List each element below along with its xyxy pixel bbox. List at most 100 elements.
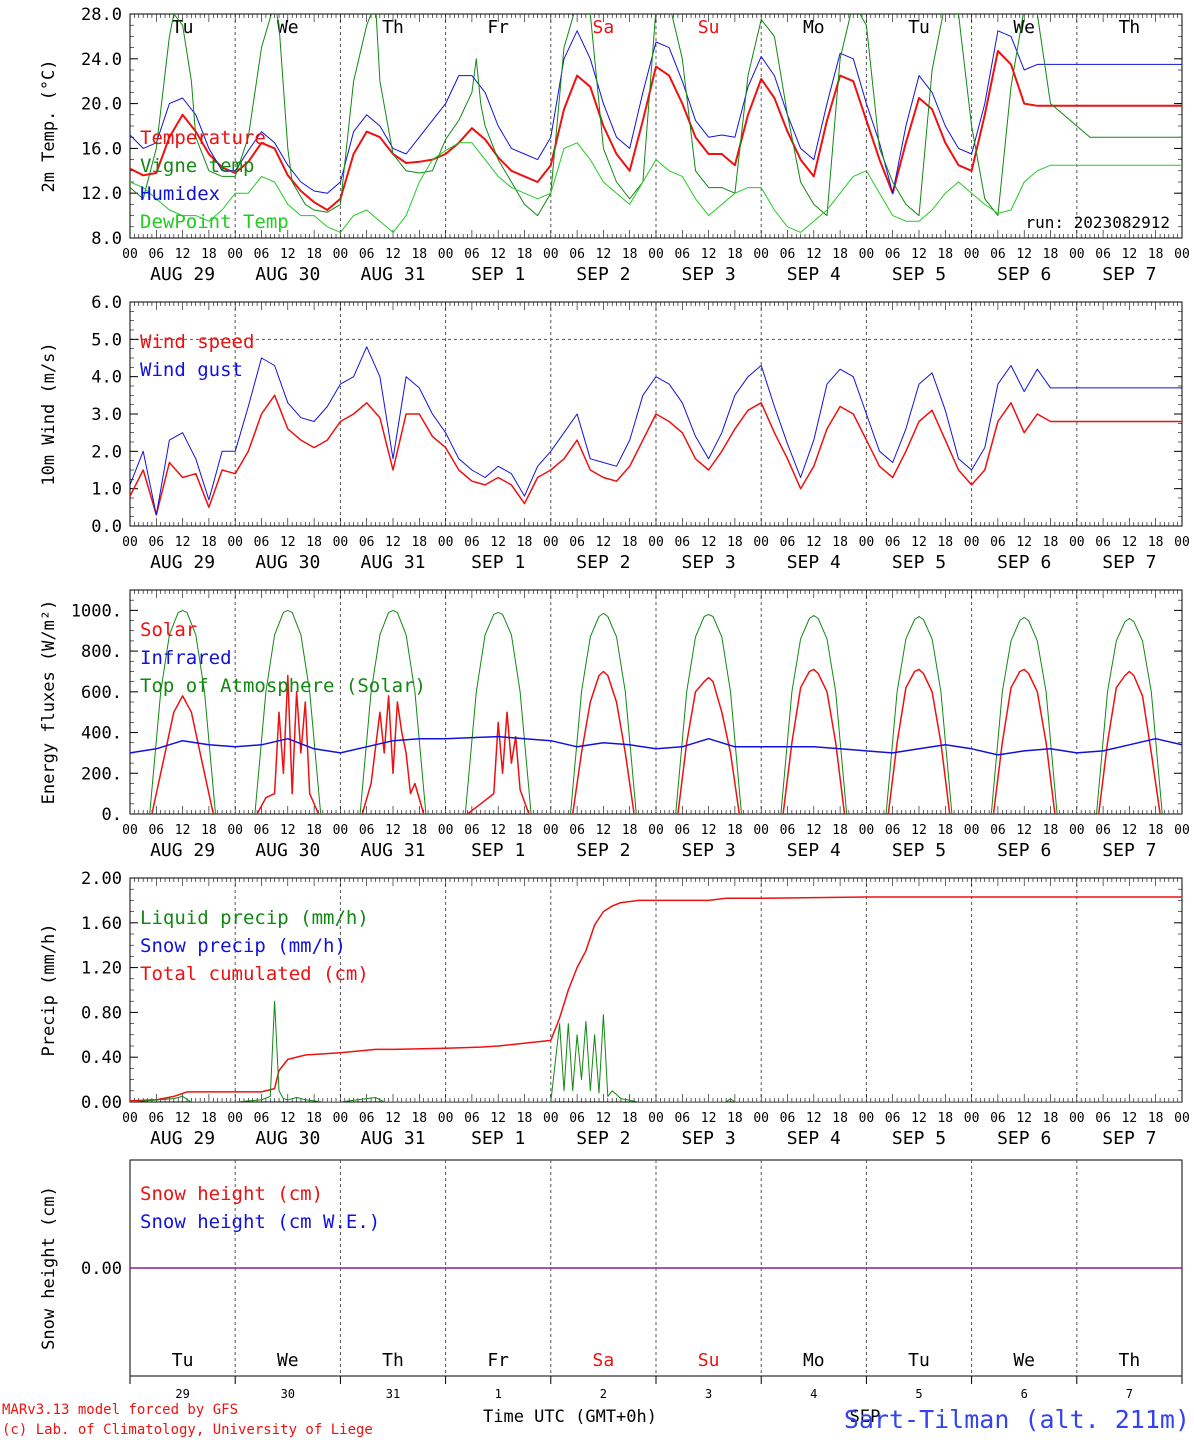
- x-hour-tick-label: 18: [411, 823, 427, 838]
- series-liquid-precip-mm-h-: [130, 1000, 1182, 1102]
- x-date-label: SEP 4: [787, 840, 841, 861]
- day-number-label: 3: [705, 1387, 712, 1401]
- x-hour-tick-label: 18: [937, 247, 953, 262]
- x-hour-tick-label: 12: [490, 247, 506, 262]
- x-hour-tick-label: 12: [806, 247, 822, 262]
- x-hour-tick-label: 18: [937, 1111, 953, 1126]
- x-hour-tick-label: 06: [1095, 823, 1111, 838]
- x-hour-tick-label: 12: [701, 247, 717, 262]
- x-hour-tick-label: 00: [438, 823, 454, 838]
- x-date-label: AUG 30: [255, 840, 320, 861]
- x-hour-tick-label: 18: [1148, 823, 1164, 838]
- x-date-label: SEP 6: [997, 552, 1051, 573]
- legend-entry: Snow height (cm W.E.): [140, 1211, 380, 1233]
- x-date-label: SEP 5: [892, 1128, 946, 1149]
- x-hour-tick-label: 18: [306, 535, 322, 550]
- day-number-label: 29: [175, 1387, 189, 1401]
- x-hour-tick-label: 06: [885, 823, 901, 838]
- x-date-label: SEP 3: [682, 840, 736, 861]
- panels-layer: 8.012.016.020.024.028.02m Temp. (°C)00 06…: [39, 5, 1190, 1401]
- legend-entry: DewPoint Temp: [140, 211, 289, 233]
- weekday-label: Mo: [803, 1350, 825, 1371]
- x-hour-tick-label: 12: [806, 1111, 822, 1126]
- y-tick-label: 2.0: [91, 442, 122, 462]
- x-hour-tick-label: 12: [175, 535, 191, 550]
- x-date-label: SEP 7: [1102, 840, 1156, 861]
- x-date-label: SEP 5: [892, 840, 946, 861]
- weekday-label: Th: [382, 17, 404, 38]
- x-hour-tick-label: 00: [438, 247, 454, 262]
- x-date-label: SEP 2: [576, 264, 630, 285]
- x-hour-tick-label: 06: [148, 823, 164, 838]
- legend-entry: Snow height (cm): [140, 1183, 323, 1205]
- x-hour-tick-label: 00: [543, 247, 559, 262]
- x-hour-tick-label: 06: [569, 1111, 585, 1126]
- x-hour-tick-label: 18: [832, 535, 848, 550]
- x-date-label: AUG 30: [255, 264, 320, 285]
- x-hour-tick-label: 18: [306, 247, 322, 262]
- legend-entry: Infrared: [140, 647, 232, 669]
- x-hour-tick-label: 00: [859, 1111, 875, 1126]
- x-hour-tick-label: 00: [1069, 823, 1085, 838]
- footer: MARv3.13 model forced by GFS (c) Lab. of…: [2, 1402, 1190, 1438]
- x-hour-tick-label: 06: [674, 1111, 690, 1126]
- x-hour-tick-label: 12: [280, 535, 296, 550]
- day-number-label: 7: [1126, 1387, 1133, 1401]
- weekday-label: Tu: [172, 1350, 194, 1371]
- x-date-label: SEP 1: [471, 1128, 525, 1149]
- legend-entry: Wind gust: [140, 359, 243, 381]
- x-hour-tick-label: 06: [780, 535, 796, 550]
- series-top-of-atmosphere-solar-: [130, 609, 1182, 814]
- x-hour-tick-label: 18: [517, 1111, 533, 1126]
- x-hour-tick-label: 06: [359, 823, 375, 838]
- x-hour-tick-label: 00: [648, 247, 664, 262]
- x-date-label: AUG 29: [150, 840, 215, 861]
- weekday-label: Mo: [803, 17, 825, 38]
- x-hour-tick-label: 12: [1016, 1111, 1032, 1126]
- x-date-label: AUG 31: [360, 552, 425, 573]
- x-hour-tick-label: 00: [122, 535, 138, 550]
- x-date-label: SEP 7: [1102, 1128, 1156, 1149]
- series-wind-gust: [130, 346, 1182, 516]
- x-hour-tick-label: 18: [1148, 247, 1164, 262]
- y-tick-label: 8.0: [91, 229, 122, 249]
- x-hour-tick-label: 12: [490, 1111, 506, 1126]
- x-hour-tick-label: 00: [227, 535, 243, 550]
- day-number-label: 30: [281, 1387, 295, 1401]
- weekday-label: Th: [1119, 17, 1141, 38]
- x-hour-tick-label: 12: [596, 823, 612, 838]
- x-hour-tick-label: 12: [385, 535, 401, 550]
- x-hour-tick-label: 18: [1043, 1111, 1059, 1126]
- weekday-label: Fr: [487, 1350, 509, 1371]
- panel-energy: 0. 200. 400. 600. 800. 1000. Energy fluxes (W/…: [39, 589, 1190, 861]
- x-hour-tick-label: 18: [1043, 247, 1059, 262]
- x-hour-tick-label: 18: [201, 247, 217, 262]
- weekday-label: Tu: [908, 17, 930, 38]
- x-date-label: SEP 6: [997, 264, 1051, 285]
- x-hour-tick-label: 18: [622, 1111, 638, 1126]
- y-tick-label: 1.0: [91, 480, 122, 500]
- x-hour-tick-label: 18: [306, 1111, 322, 1126]
- x-hour-tick-label: 06: [1095, 1111, 1111, 1126]
- x-hour-tick-label: 00: [227, 1111, 243, 1126]
- y-tick-label: 1.20: [81, 959, 122, 979]
- x-hour-tick-label: 18: [1148, 535, 1164, 550]
- x-hour-tick-label: 06: [254, 247, 270, 262]
- copyright-credit: (c) Lab. of Climatology, University of L…: [2, 1422, 373, 1438]
- series-group: [130, 896, 1182, 1102]
- x-date-label: SEP 2: [576, 840, 630, 861]
- x-hour-tick-label: 12: [911, 823, 927, 838]
- x-hour-tick-label: 12: [701, 535, 717, 550]
- x-hour-tick-label: 00: [122, 1111, 138, 1126]
- x-hour-tick-label: 18: [937, 535, 953, 550]
- legend-entry: Wind speed: [140, 331, 254, 353]
- x-hour-tick-label: 06: [254, 1111, 270, 1126]
- x-hour-tick-label: 00: [122, 247, 138, 262]
- series-vigne-temp: [130, 14, 1182, 217]
- x-hour-tick-label: 12: [490, 823, 506, 838]
- legend-entry: Vigne temp: [140, 155, 254, 177]
- x-date-label: AUG 31: [360, 1128, 425, 1149]
- y-tick-label: 0.0: [91, 517, 122, 537]
- x-date-label: SEP 4: [787, 552, 841, 573]
- x-date-label: AUG 29: [150, 264, 215, 285]
